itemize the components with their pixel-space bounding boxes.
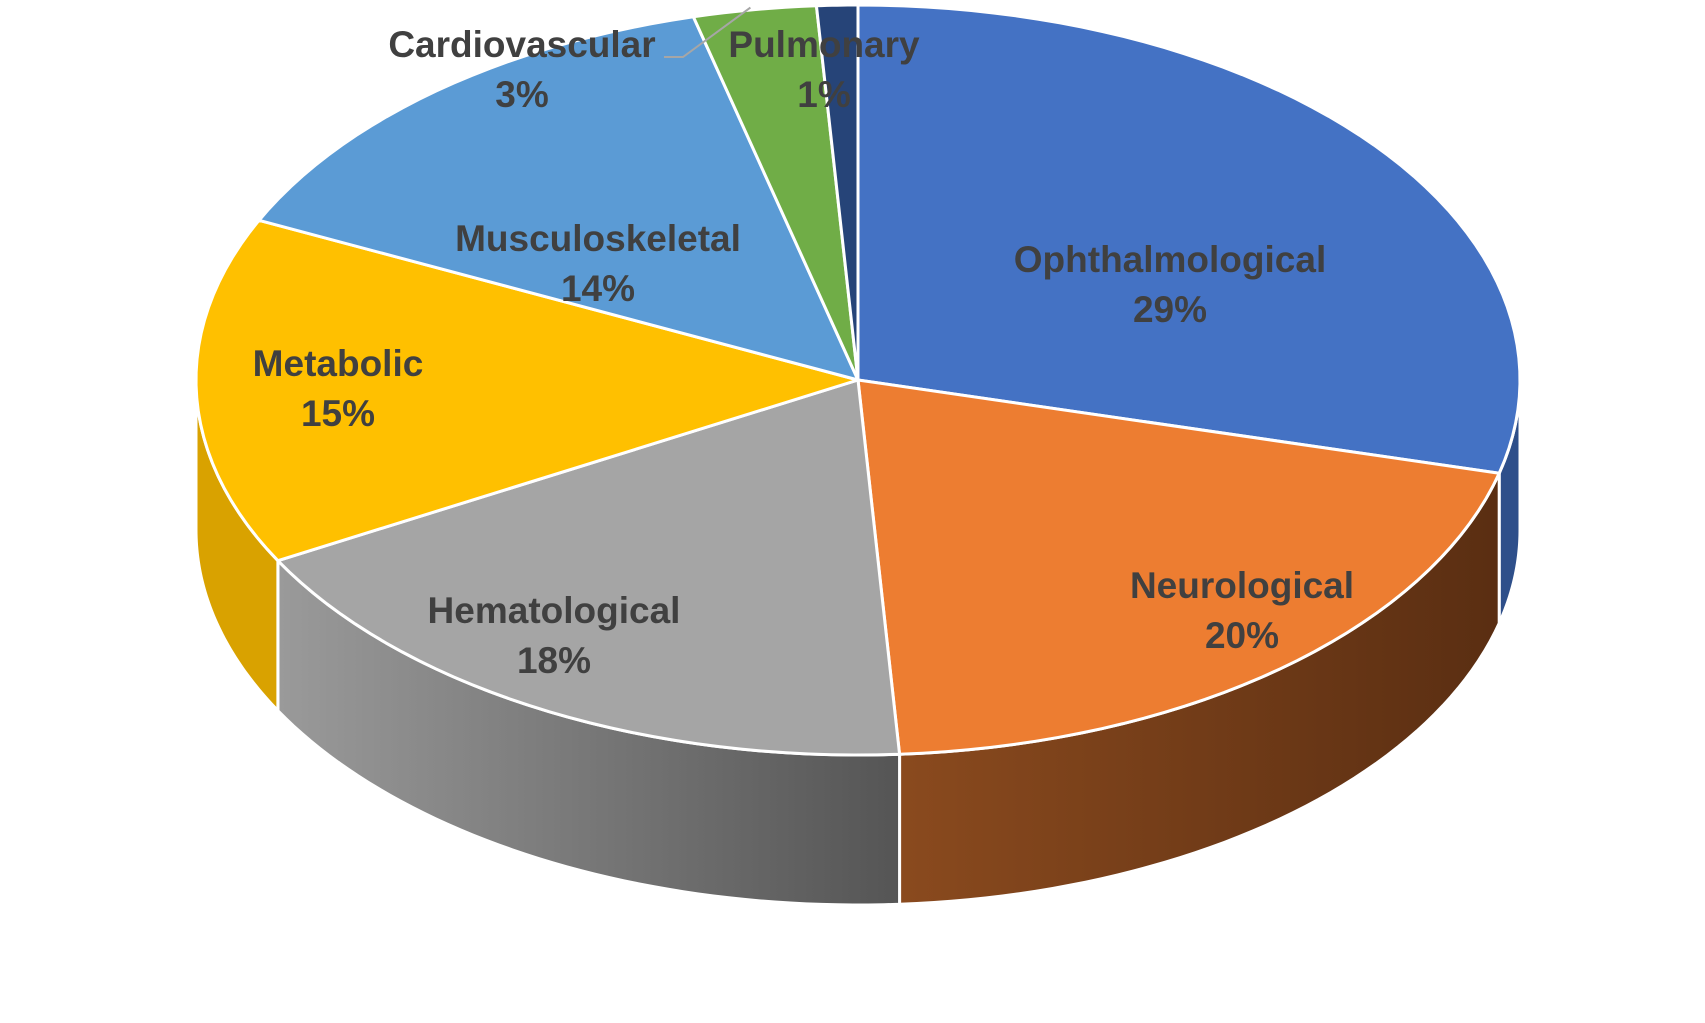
slice-value-metabolic: 15% [301,393,375,434]
slice-value-ophthalmological: 29% [1133,289,1207,330]
slice-value-pulmonary: 1% [797,74,850,115]
pie-slices [194,3,1522,757]
slice-label-metabolic: Metabolic [253,343,424,384]
slice-pulmonary [814,3,860,382]
slice-labels: Ophthalmological 29% Neurological 20% Hemato… [253,24,1354,681]
slice-label-musculoskeletal: Musculoskeletal [455,218,741,259]
slice-musculoskeletal [257,15,860,382]
slice-value-hematological: 18% [517,640,591,681]
slice-label-pulmonary: Pulmonary [728,24,920,65]
slice-value-cardiovascular: 3% [495,74,548,115]
slice-cardiovascular [691,4,860,382]
leader-lines [664,6,751,58]
slice-label-hematological: Hematological [428,590,681,631]
slice-value-musculoskeletal: 14% [561,268,635,309]
leader-line-cardiovascular [664,6,751,58]
slice-hematological [276,378,902,757]
slice-label-ophthalmological: Ophthalmological [1014,239,1326,280]
slice-value-neurological: 20% [1205,615,1279,656]
slice-neurological [856,378,1501,756]
slice-metabolic [194,218,860,563]
slice-label-cardiovascular: Cardiovascular [388,24,655,65]
slice-label-neurological: Neurological [1130,565,1354,606]
slice-ophthalmological [856,3,1522,475]
